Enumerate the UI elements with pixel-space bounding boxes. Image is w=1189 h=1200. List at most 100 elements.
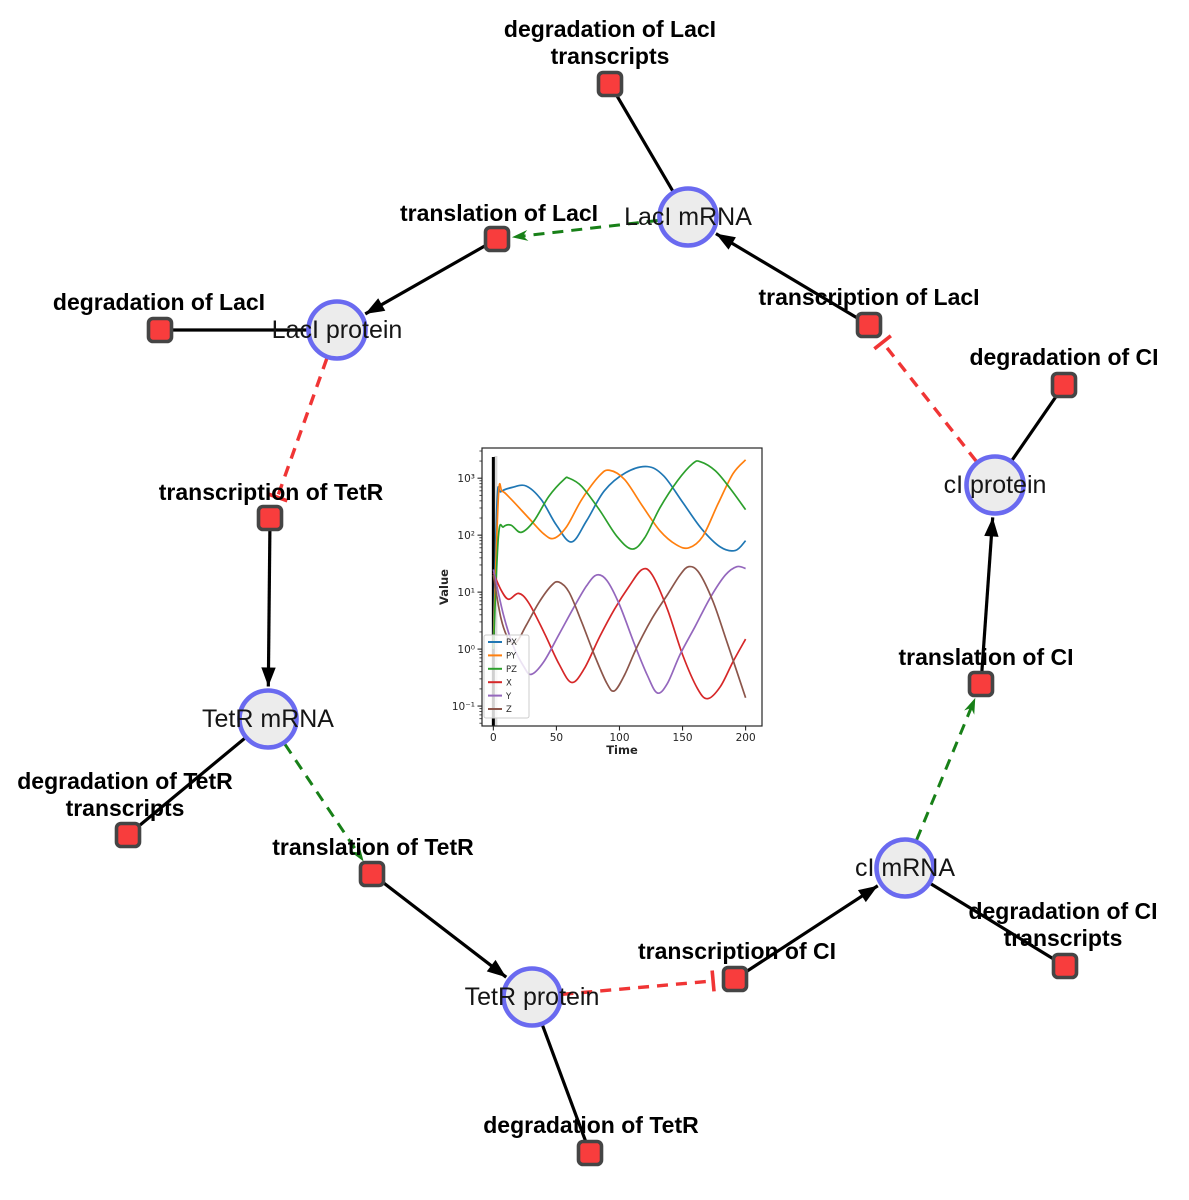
arrowhead-icon [857,885,878,903]
edge-modifier-tetr-mrna-translation-tetr [283,743,364,862]
reaction-square-icon[interactable] [146,316,174,344]
edge-modifier-ci-mrna-translation-ci [915,697,976,841]
edge-inhibition-ci-protein-transcription-laci [873,334,978,463]
reaction-square-icon[interactable] [256,504,284,532]
species-node-tetr-mrna[interactable]: TetR mRNA [202,688,334,750]
species-label: TetR protein [465,983,600,1011]
species-circle-icon[interactable] [964,454,1026,516]
reaction-node-translation-ci[interactable]: translation of CI [898,644,1074,698]
x-axis-tick-label: 0 [490,732,497,744]
legend-item-Z: Z [488,705,512,715]
chart-axes: 0 50 100 150 200 10⁻¹ 10⁰ 10¹ 10² 10³ Time Value [437,450,756,757]
edge-inhibition-tetr-protein-transcription-ci [562,970,716,996]
reaction-label: degradation of LacI [504,16,716,42]
reaction-label: degradation of LacI [53,289,265,315]
edge-inhibition-laci-protein-transcription-tetr [266,358,329,503]
arrowhead-icon [486,959,507,978]
species-circle-icon[interactable] [657,186,719,248]
legend-label: Y [505,692,512,702]
reaction-node-translation-laci[interactable]: translation of LacI [400,200,598,253]
chart-legend: PX PY PZ XYZ [483,634,530,719]
reaction-square-icon[interactable] [1050,371,1078,399]
reaction-label: transcription of CI [638,938,836,964]
x-axis-tick-label: 50 [550,732,563,744]
y-axis-tick-label: 10² [457,530,475,542]
x-axis-tick-label: 100 [609,732,629,744]
inhibition-tee-icon [266,492,288,503]
series-PY-line [492,459,747,645]
reaction-label: translation of TetR [272,834,474,860]
reaction-square-icon[interactable] [596,70,624,98]
species-circle-icon[interactable] [237,688,299,750]
reaction-square-icon[interactable] [483,225,511,253]
legend-item-PX: PX [488,638,517,648]
species-circle-icon[interactable] [874,837,936,899]
reaction-square-icon[interactable] [358,860,386,888]
reaction-label: transcripts [66,795,185,821]
edge-consumption-ci-mrna-deg-ci-transcripts [904,866,1066,968]
species-node-tetr-protein[interactable]: TetR protein [465,966,600,1028]
chart-frame [481,447,763,727]
edge-production-translation-laci-laci-protein [364,237,498,316]
y-axis-tick-label: 10⁰ [457,644,475,656]
reaction-node-translation-tetr[interactable]: translation of TetR [272,834,474,888]
reaction-label: degradation of TetR [483,1112,699,1138]
reaction-square-icon[interactable] [967,670,995,698]
x-axis-title: Time [606,743,638,757]
x-axis-tick-label: 200 [736,732,756,744]
inhibition-tee-icon [873,334,892,351]
x-axis-tick-label: 150 [673,732,693,744]
reaction-label: degradation of TetR [17,768,233,794]
reaction-label: transcription of LacI [758,284,979,310]
arrowhead-icon [984,517,999,537]
edge-production-transcription-tetr-tetr-mrna [261,517,276,687]
reaction-node-transcription-tetr[interactable]: transcription of TetR [159,479,384,532]
species-node-laci-protein[interactable]: LacI protein [272,299,403,361]
edge-production-translation-ci-ci-protein [979,517,999,685]
y-axis-tick-label: 10¹ [457,587,475,599]
reaction-square-icon[interactable] [1051,952,1079,980]
edge-production-transcription-ci-ci-mrna [734,884,879,981]
reaction-square-icon[interactable] [576,1139,604,1167]
reaction-label: transcripts [551,43,670,69]
species-node-laci-mrna[interactable]: LacI mRNA [624,186,752,248]
reaction-label: translation of LacI [400,200,598,226]
node-layer: degradation of LacItranscriptstranslatio… [17,16,1159,1167]
reaction-square-icon[interactable] [855,311,883,339]
chart-inset: 0 50 100 150 20010⁻¹10⁰10¹10²10³TimeValuePXP… [437,447,763,757]
reaction-node-transcription-ci[interactable]: transcription of CI [638,938,836,993]
species-node-ci-protein[interactable]: cI protein [944,454,1047,516]
modifier-arrowhead-icon [964,697,976,715]
legend-item-Y: Y [488,692,512,702]
modifier-arrowhead-icon [511,229,529,241]
reaction-square-icon[interactable] [721,965,749,993]
reaction-label: transcription of TetR [159,479,384,505]
legend-label: PY [506,652,517,662]
series-PX-line [492,465,747,640]
legend-item-PZ: PZ [488,665,517,675]
legend-label: PZ [506,665,517,675]
reaction-node-deg-laci[interactable]: degradation of LacI [53,289,265,344]
legend-label: PX [506,638,517,648]
reaction-node-transcription-laci[interactable]: transcription of LacI [758,284,980,339]
species-node-ci-mrna[interactable]: cI mRNA [855,837,955,899]
reaction-label: translation of CI [898,644,1073,670]
edge-production-transcription-laci-laci-mrna [715,232,870,327]
reaction-label: degradation of CI [969,344,1158,370]
inhibition-tee-icon [710,970,716,992]
reaction-node-deg-tetr[interactable]: degradation of TetR [483,1112,699,1167]
species-circle-icon[interactable] [501,966,563,1028]
reaction-node-deg-ci[interactable]: degradation of CI [969,344,1159,399]
legend-item-PY: PY [488,652,517,662]
reaction-label: degradation of CI [968,898,1157,924]
reaction-square-icon[interactable] [114,821,142,849]
legend-label: Z [506,705,512,715]
legend-item-X: X [488,678,512,688]
species-circle-icon[interactable] [306,299,368,361]
species-label: LacI mRNA [624,203,752,231]
